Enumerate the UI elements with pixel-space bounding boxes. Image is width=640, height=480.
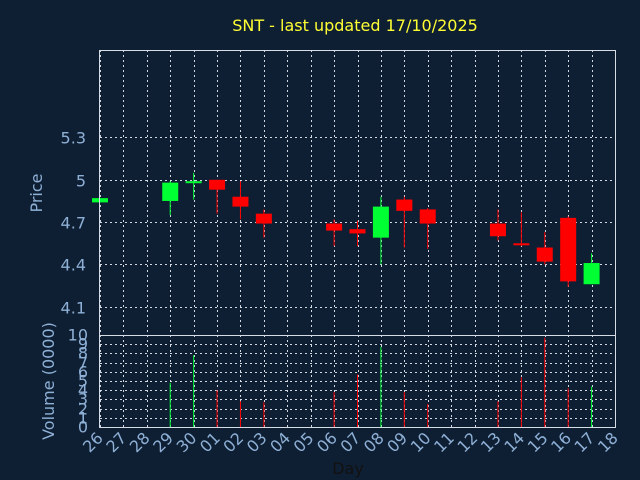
candle-body	[489, 223, 506, 237]
volume-frame	[99, 335, 616, 428]
candle-body	[396, 199, 413, 211]
chart-title: SNT - last updated 17/10/2025	[232, 16, 478, 35]
candle-body	[513, 243, 530, 246]
volume-bars	[169, 337, 593, 427]
price-gridlines	[100, 50, 616, 335]
price-axis-label: Price	[27, 173, 46, 212]
price-panel: 5.3 5 4.7 4.4 4.1 Price	[27, 50, 616, 336]
candle-body	[560, 217, 577, 282]
price-candles	[92, 172, 600, 288]
candle-body	[255, 213, 272, 224]
candle-body	[419, 209, 436, 224]
candle-body	[185, 181, 202, 184]
candle-body	[162, 182, 179, 201]
volume-tick-label: 4	[78, 381, 88, 400]
x-axis-label: Day	[332, 459, 364, 478]
price-tick-label: 4.1	[61, 299, 86, 318]
volume-tick-label: 7	[78, 354, 88, 373]
volume-tick-label: 10	[68, 326, 88, 345]
x-tick-labels: 2627282930010203040506070809101112131415…	[79, 428, 622, 456]
candle-body	[536, 247, 553, 262]
candle-body	[326, 223, 343, 231]
volume-tick-label: 9	[78, 335, 88, 354]
volume-axis-label: Volume (0000)	[39, 322, 58, 440]
price-tick-label: 5.3	[61, 129, 86, 148]
candle-body	[232, 196, 249, 207]
volume-tick-label: 3	[78, 390, 88, 409]
volume-tick-label: 8	[78, 344, 88, 363]
price-tick-label: 5	[76, 172, 86, 191]
volume-tick-label: 2	[78, 400, 88, 419]
price-tick-label: 4.4	[61, 256, 86, 275]
candle-body	[372, 206, 389, 238]
candle-body	[583, 263, 600, 285]
volume-tick-label: 5	[78, 372, 88, 391]
candle-body	[209, 179, 226, 190]
candle-body	[349, 229, 366, 234]
volume-tick-label: 6	[78, 363, 88, 382]
volume-tick-label: 0	[78, 418, 88, 437]
price-tick-label: 4.7	[61, 214, 86, 233]
volume-tick-label: 1	[78, 409, 88, 428]
price-tick-labels: 5.3 5 4.7 4.4 4.1	[61, 129, 86, 318]
